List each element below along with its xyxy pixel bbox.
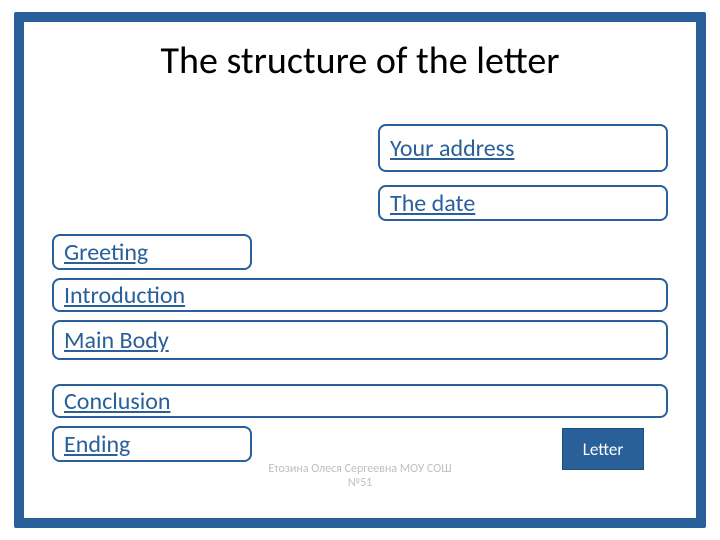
- box-introduction-label: Introduction: [64, 281, 185, 310]
- letter-button[interactable]: Letter: [562, 428, 644, 470]
- slide-title: The structure of the letter: [0, 38, 720, 84]
- box-greeting-label: Greeting: [64, 238, 148, 267]
- footer-credit: Етозина Олеся Сергеевна МОУ СОШ №51: [210, 462, 510, 490]
- box-address[interactable]: Your address: [378, 124, 668, 172]
- slide-title-text: The structure of the letter: [160, 38, 559, 84]
- box-conclusion[interactable]: Conclusion: [52, 384, 668, 418]
- box-conclusion-label: Conclusion: [64, 387, 171, 416]
- box-ending-label: Ending: [64, 430, 130, 459]
- box-introduction[interactable]: Introduction: [52, 278, 668, 312]
- box-mainbody-label: Main Body: [64, 326, 169, 355]
- box-address-label: Your address: [390, 134, 514, 163]
- box-mainbody[interactable]: Main Body: [52, 320, 668, 360]
- box-greeting[interactable]: Greeting: [52, 234, 252, 270]
- box-date[interactable]: The date: [378, 185, 668, 221]
- letter-button-label: Letter: [583, 439, 624, 460]
- footer-line1: Етозина Олеся Сергеевна МОУ СОШ: [268, 462, 451, 476]
- box-ending[interactable]: Ending: [52, 426, 252, 462]
- footer-line2: №51: [348, 476, 372, 490]
- box-date-label: The date: [390, 189, 475, 218]
